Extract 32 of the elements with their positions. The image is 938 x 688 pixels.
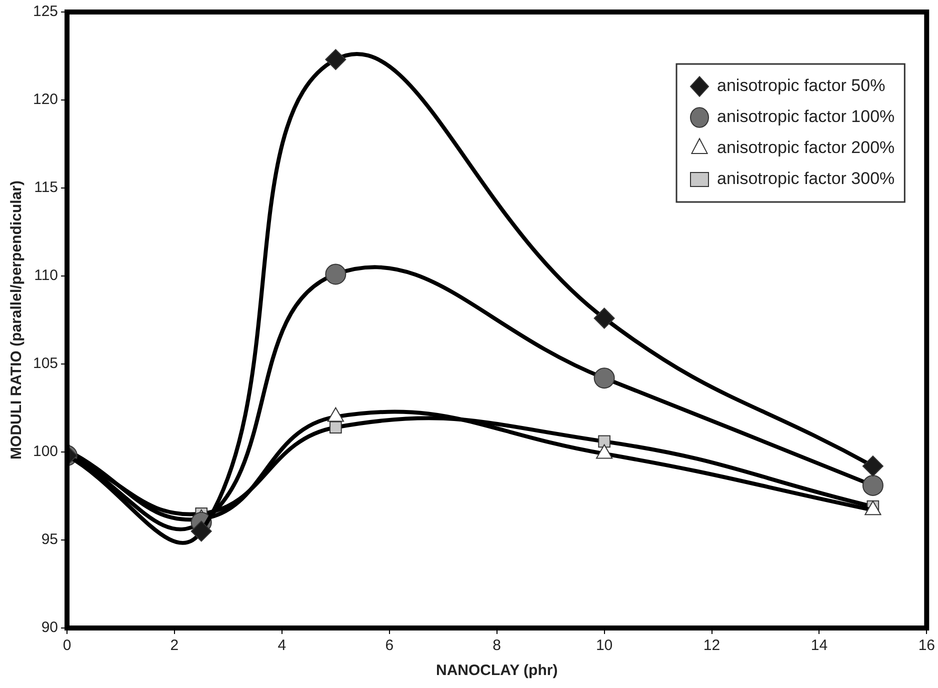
point: [325, 264, 346, 285]
point: [330, 421, 342, 434]
y-tick-label: 120: [32, 91, 58, 108]
point: [862, 456, 884, 477]
x-tick-label: 6: [385, 637, 394, 654]
y-tick-label: 95: [41, 531, 58, 548]
x-axis-title: NANOCLAY (phr): [436, 662, 558, 680]
x-tick-label: 4: [278, 637, 286, 654]
legend-label: anisotropic factor 200%: [717, 138, 895, 158]
point: [325, 49, 346, 70]
y-tick-label: 105: [32, 355, 58, 372]
y-tick-label: 90: [41, 619, 58, 636]
x-tick-label: 12: [703, 637, 720, 654]
legend-label: anisotropic factor 50%: [717, 76, 886, 96]
legend-label: anisotropic factor 300%: [717, 169, 895, 188]
x-tick-label: 16: [918, 637, 935, 654]
point: [594, 368, 615, 389]
y-tick-label: 100: [32, 443, 58, 460]
x-tick-label: 8: [492, 637, 502, 654]
point: [598, 435, 610, 448]
x-tick-label: 10: [596, 637, 613, 654]
y-tick-label: 115: [34, 179, 58, 196]
y-tick-label: 125: [32, 3, 58, 20]
y-tick-label: 110: [34, 267, 58, 284]
point: [862, 474, 884, 496]
legend-label: anisotropic factor 100%: [717, 107, 895, 126]
point: [190, 520, 212, 542]
point: [594, 308, 615, 329]
x-tick-label: 0: [62, 637, 72, 654]
x-tick-label: 2: [170, 637, 179, 654]
y-axis-title: MODULI RATIO (parallel/perpendicular): [8, 180, 26, 460]
x-tick-label: 14: [810, 637, 828, 654]
